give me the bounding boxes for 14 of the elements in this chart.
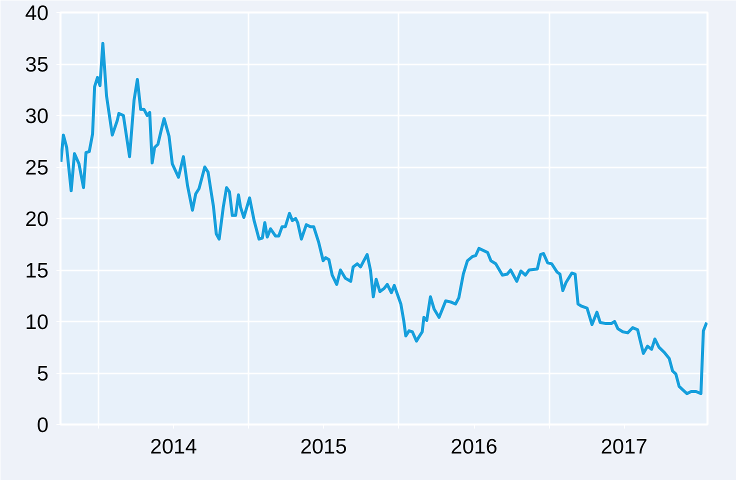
y-tick-label: 35 (25, 54, 48, 76)
x-tick-label: 2017 (600, 436, 648, 458)
y-tick-label: 25 (25, 156, 48, 180)
x-tick-label: 2014 (150, 436, 198, 458)
y-tick-label: 40 (25, 2, 48, 25)
x-tick-label: 2015 (300, 436, 347, 458)
x-tick-label: 2016 (450, 436, 498, 458)
y-tick-label: 10 (25, 311, 48, 334)
line-series (60, 42, 708, 396)
y-tick-label: 5 (36, 362, 49, 386)
y-tick-label: 15 (25, 260, 48, 282)
y-tick-label: 20 (25, 208, 48, 231)
y-tick-label: 0 (36, 414, 49, 437)
y-tick-label: 30 (25, 105, 48, 128)
